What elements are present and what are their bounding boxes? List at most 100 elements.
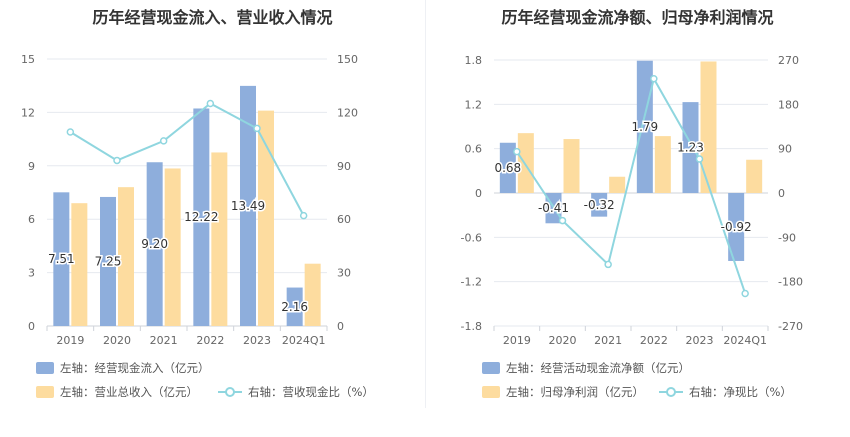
- y-right-tick-label: 90: [778, 143, 792, 156]
- y-right-tick-label: 150: [337, 53, 358, 66]
- right-chart-title: 历年经营现金流净额、归母净利润情况: [501, 8, 774, 27]
- bar-series1: [591, 193, 608, 217]
- bar-data-label: 7.51: [48, 252, 75, 266]
- right-legend-bar1[interactable]: 左轴：经营活动现金流净额（亿元）: [482, 360, 690, 376]
- bar-series2: [258, 110, 274, 327]
- x-tick-label: 2023: [243, 334, 271, 347]
- left-legend-line[interactable]: 右轴：营收现金比（%）: [218, 384, 374, 400]
- line-point: [253, 124, 261, 133]
- left-chart-panel: 历年经营现金流入、营业收入情况 0 3 6 9 12 15 0 30 60 90 120 150 201…: [21, 8, 374, 400]
- y-left-tick-label: 0: [475, 187, 482, 200]
- bar-data-label: 12.22: [184, 210, 218, 224]
- x-tick-label: 2020: [103, 334, 131, 347]
- bar-data-label: 7.25: [95, 254, 122, 268]
- bar-data-label: 2.16: [281, 300, 308, 314]
- x-tick-label: 2021: [150, 334, 178, 347]
- x-tick-label: 2020: [549, 334, 577, 347]
- legend-swatch: [482, 362, 500, 374]
- y-left-tick-label: 9: [28, 160, 35, 173]
- x-tick-label: 2022: [640, 334, 668, 347]
- bar-series1: [146, 162, 163, 326]
- line-point: [299, 211, 308, 220]
- y-left-tick-label: 1.2: [465, 98, 483, 111]
- bar-series1: [240, 85, 256, 327]
- x-tick-label: 2024Q1: [723, 334, 767, 347]
- y-left-tick-label: 0: [28, 320, 35, 333]
- bar-data-label: 13.49: [231, 199, 265, 213]
- x-tick-label: 2021: [594, 334, 622, 347]
- bar-series1: [636, 60, 653, 193]
- line-point: [513, 147, 521, 156]
- line-series: [69, 102, 305, 217]
- legend-line-swatch: [659, 386, 683, 398]
- y-left-tick-label: 1.8: [465, 54, 483, 67]
- left-chart-title: 历年经营现金流入、营业收入情况: [92, 8, 333, 27]
- y-left-tick-label: 12: [21, 106, 35, 119]
- bar-series1: [682, 102, 699, 193]
- bar-series1: [728, 193, 745, 261]
- y-left-tick-label: -1.2: [461, 276, 482, 289]
- bar-series2: [654, 136, 671, 193]
- line-point: [159, 137, 168, 145]
- y-left-tick-label: -0.6: [461, 231, 482, 244]
- bar-series1: [53, 192, 70, 326]
- y-right-tick-label: 120: [337, 106, 358, 119]
- y-right-tick-label: 90: [337, 160, 351, 173]
- x-tick-label: 2023: [686, 334, 714, 347]
- legend-swatch: [36, 362, 54, 374]
- y-right-tick-label: 0: [778, 187, 785, 200]
- legend-label: 右轴：净现比（%）: [689, 385, 792, 399]
- bar-data-label: -0.41: [538, 201, 569, 215]
- y-left-tick-label: 6: [28, 213, 35, 226]
- right-legend-line[interactable]: 右轴：净现比（%）: [659, 384, 792, 400]
- line-point: [695, 155, 704, 163]
- bar-data-label: -0.32: [584, 198, 615, 212]
- line-point: [206, 99, 215, 108]
- bar-data-label: 0.68: [494, 161, 521, 175]
- y-left-tick-label: 3: [28, 267, 35, 280]
- y-right-tick-label: 270: [778, 54, 799, 67]
- y-right-tick-label: 60: [337, 213, 351, 226]
- line-point: [650, 74, 658, 83]
- line-point: [66, 128, 75, 136]
- y-right-tick-label: -180: [778, 276, 803, 289]
- bar-series2: [609, 176, 626, 193]
- legend-label: 左轴：归母净利润（亿元）: [506, 385, 644, 399]
- bar-data-label: 1.23: [677, 141, 704, 155]
- right-chart-panel: 历年经营现金流净额、归母净利润情况 -1.8 -1.2 -0.6 0 0.6 1.2 1.8…: [425, 0, 850, 437]
- y-left-tick-label: 0.6: [465, 143, 483, 156]
- bar-series2: [700, 61, 717, 193]
- bar-series2: [211, 152, 228, 326]
- bar-series1: [100, 196, 116, 326]
- line-series: [515, 76, 747, 294]
- bar-series2: [164, 168, 181, 326]
- x-tick-label: 2022: [196, 334, 224, 347]
- line-point: [604, 260, 612, 269]
- left-legend-bar1[interactable]: 左轴：经营现金流入（亿元）: [36, 360, 210, 376]
- bar-series1: [193, 108, 210, 326]
- bar-series2: [563, 139, 580, 193]
- line-point: [558, 216, 567, 225]
- bar-series1: [499, 142, 516, 193]
- line-point: [741, 289, 749, 298]
- left-legend-bar2[interactable]: 左轴：营业总收入（亿元）: [36, 384, 198, 400]
- bar-series1: [286, 287, 303, 326]
- x-tick-label: 2024Q1: [282, 334, 326, 347]
- y-right-tick-label: 0: [337, 320, 344, 333]
- right-chart-svg: -1.8 -1.2 -0.6 0 0.6 1.2 1.8 -270 -180 -90 0 90 180 2…: [461, 54, 803, 347]
- legend-swatch: [36, 386, 54, 398]
- y-right-tick-label: 30: [337, 267, 351, 280]
- y-right-tick-label: -270: [778, 320, 803, 333]
- panel-divider: [425, 0, 426, 408]
- bar-series2: [304, 263, 321, 326]
- legend-line-swatch: [218, 386, 242, 398]
- bar-series2: [517, 133, 534, 193]
- bar-data-label: -0.92: [721, 220, 752, 234]
- right-legend-bar2[interactable]: 左轴：归母净利润（亿元）: [482, 384, 644, 400]
- y-left-tick-label: 15: [21, 53, 35, 66]
- bar-data-label: 1.79: [631, 120, 658, 134]
- legend-label: 左轴：经营现金流入（亿元）: [60, 361, 210, 375]
- y-left-tick-label: -1.8: [461, 320, 482, 333]
- x-tick-label: 2019: [503, 334, 531, 347]
